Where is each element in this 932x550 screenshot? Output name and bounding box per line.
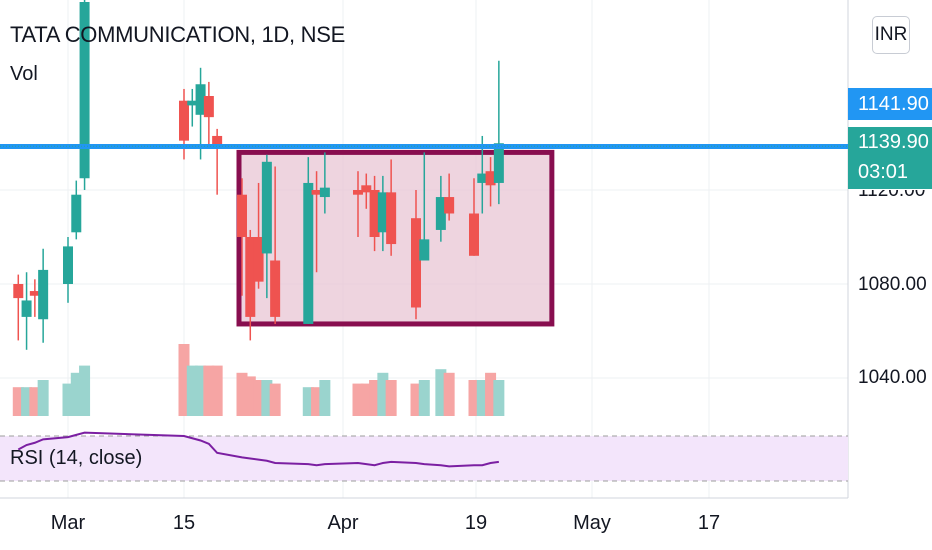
candle-body	[369, 190, 380, 237]
volume-label: Vol	[10, 63, 38, 85]
volume-bar	[186, 365, 198, 416]
candle-body	[29, 291, 40, 296]
candle-body	[71, 194, 82, 233]
volume-bar	[261, 380, 273, 416]
rsi-line	[17, 431, 499, 468]
candle-body	[253, 237, 264, 282]
volume-bar	[435, 369, 447, 416]
volume-bar	[195, 365, 207, 416]
rsi-label: RSI (14, close)	[10, 447, 143, 469]
volume-bar	[352, 383, 364, 416]
volume-bar	[253, 380, 265, 416]
candle-body	[303, 182, 314, 324]
candle-body	[21, 300, 32, 317]
volume-bar	[12, 387, 24, 416]
candle-body	[13, 284, 24, 299]
bar-countdown: 03:01	[858, 161, 909, 183]
volume-bar	[29, 387, 41, 416]
candle-body	[270, 260, 281, 317]
candle-body	[386, 192, 397, 245]
price-axis-label: 1040.00	[858, 367, 927, 388]
candle-body	[469, 213, 479, 256]
volume-bar	[311, 387, 323, 416]
volume-bar	[360, 383, 372, 416]
volume-bar	[319, 380, 331, 416]
candle-body	[493, 143, 504, 183]
price-axis-label: 1080.00	[858, 274, 927, 295]
candle-body	[38, 269, 49, 320]
volume-bar	[302, 387, 314, 416]
volume-bar	[468, 380, 480, 416]
volume-bar	[211, 365, 223, 416]
candle-body	[203, 96, 214, 118]
volume-bar	[21, 387, 33, 416]
time-axis-label: May	[573, 512, 611, 534]
volume-bar	[476, 380, 488, 416]
candle-body	[179, 100, 189, 141]
volume-bar	[37, 380, 49, 416]
candle-body	[361, 185, 372, 193]
volume-bar	[178, 344, 190, 416]
candle-body	[261, 161, 272, 254]
candle-body	[485, 171, 496, 186]
candle-body	[63, 246, 73, 284]
rsi-band	[0, 436, 848, 481]
volume-bar	[244, 376, 256, 416]
candle-body	[444, 197, 455, 214]
candle-body	[311, 190, 322, 195]
currency-button[interactable]: INR	[872, 16, 910, 54]
candle-body	[237, 194, 247, 237]
current-price-value: 1139.90	[858, 131, 929, 153]
volume-bar	[377, 372, 389, 416]
candle-body	[419, 239, 430, 261]
time-axis-label: 17	[697, 512, 721, 534]
last-price-tag: 1141.90	[848, 88, 932, 120]
volume-bar	[269, 383, 281, 416]
volume-bar	[236, 372, 248, 416]
candle-body	[411, 218, 421, 308]
candle-body	[353, 190, 363, 195]
volume-bar	[385, 380, 397, 416]
time-axis-label: Apr	[327, 512, 359, 534]
volume-bar	[485, 372, 497, 416]
candle-body	[377, 192, 388, 233]
volume-bar	[493, 380, 505, 416]
volume-bar	[203, 365, 215, 416]
volume-bar	[410, 383, 422, 416]
volume-bar	[418, 380, 430, 416]
time-axis-label: Mar	[50, 512, 86, 534]
time-axis-label: 19	[464, 512, 488, 534]
candle-body	[435, 197, 446, 230]
candle-body	[319, 187, 330, 198]
candle-body	[245, 237, 256, 317]
candle-body	[477, 173, 488, 183]
candle-body	[195, 84, 206, 115]
volume-bar	[79, 365, 91, 416]
candle-body	[212, 135, 223, 146]
candle-body	[187, 100, 198, 106]
volume-bar	[369, 380, 381, 416]
chart-title: TATA COMMUNICATION, 1D, NSE	[10, 22, 345, 47]
volume-bar	[443, 372, 455, 416]
price-axis-label: 1120.00	[858, 180, 926, 201]
volume-bar	[62, 383, 74, 416]
current-price-tag: 1139.90 03:01	[848, 127, 932, 189]
time-axis-label: 15	[172, 512, 196, 534]
candle-body	[79, 2, 90, 179]
volume-bar	[70, 372, 82, 416]
